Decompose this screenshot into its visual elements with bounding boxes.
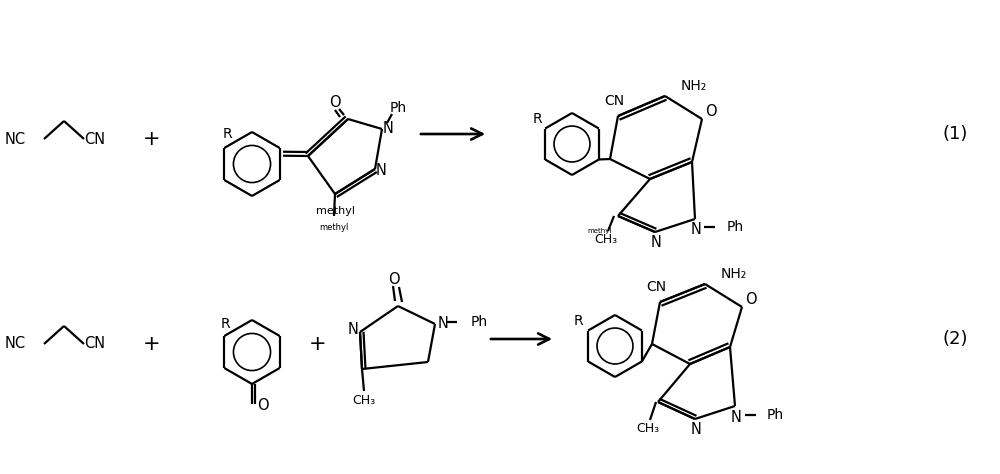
Text: O: O	[705, 103, 717, 118]
Text: CN: CN	[84, 337, 105, 352]
Text: N: N	[691, 422, 701, 438]
Text: CN: CN	[646, 280, 666, 294]
Text: methyl: methyl	[588, 228, 612, 234]
Text: N: N	[731, 410, 741, 425]
Text: +: +	[309, 334, 327, 354]
Text: Ph: Ph	[767, 408, 784, 422]
Text: Ph: Ph	[471, 315, 488, 329]
Text: O: O	[329, 94, 341, 109]
Text: methyl: methyl	[319, 222, 349, 231]
Text: N: N	[438, 316, 449, 330]
Text: O: O	[257, 398, 269, 412]
Text: R: R	[532, 112, 542, 126]
Text: NH₂: NH₂	[681, 79, 707, 93]
Text: R: R	[573, 314, 583, 328]
Text: CN: CN	[604, 94, 624, 108]
Text: CH₃: CH₃	[352, 394, 376, 408]
Text: O: O	[745, 292, 757, 307]
Text: (1): (1)	[942, 125, 968, 143]
Text: N: N	[383, 120, 394, 136]
Text: Ph: Ph	[727, 220, 744, 234]
Text: +: +	[143, 334, 161, 354]
Text: CH₃: CH₃	[636, 422, 660, 436]
Text: R: R	[220, 317, 230, 331]
Text: O: O	[388, 273, 400, 288]
Text: NC: NC	[5, 131, 26, 146]
Text: Ph: Ph	[389, 101, 407, 115]
Text: N: N	[347, 322, 358, 337]
Text: methyl: methyl	[316, 206, 355, 216]
Text: NC: NC	[5, 337, 26, 352]
Text: N: N	[651, 235, 661, 249]
Text: CN: CN	[84, 131, 105, 146]
Text: R: R	[222, 127, 232, 141]
Text: (2): (2)	[942, 330, 968, 348]
Text: N: N	[376, 163, 387, 177]
Text: NH₂: NH₂	[721, 267, 747, 281]
Text: N: N	[691, 221, 701, 237]
Text: +: +	[143, 129, 161, 149]
Text: CH₃: CH₃	[594, 233, 618, 246]
